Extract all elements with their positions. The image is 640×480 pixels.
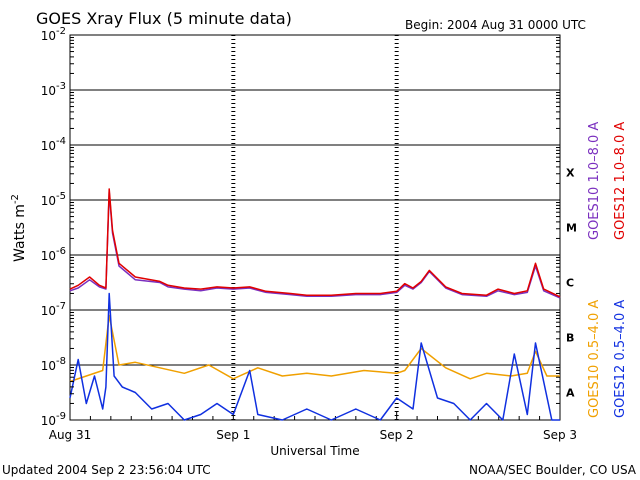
series-line	[69, 188, 561, 298]
y-tick-label: 10-5	[41, 191, 66, 208]
y-tick-label: 10-6	[41, 246, 66, 263]
series-line	[69, 292, 560, 421]
flare-class-label: B	[566, 332, 574, 345]
chart-title: GOES Xray Flux (5 minute data)	[36, 9, 292, 28]
series-layer	[69, 188, 561, 421]
y-axis-label-group: Watts m-2	[10, 194, 28, 262]
x-axis-label: Universal Time	[270, 444, 359, 458]
y-tick-label: 10-8	[41, 356, 66, 373]
y-tick-label: 10-4	[41, 136, 66, 153]
y-tick-label: 10-3	[41, 81, 66, 98]
legend-entry: GOES12 1.0–8.0 A	[613, 122, 628, 240]
legend-entry: GOES10 1.0–8.0 A	[587, 122, 602, 240]
source-credit: NOAA/SEC Boulder, CO USA	[469, 463, 637, 477]
y-axis-label-text: Watts m	[12, 204, 28, 262]
legend-label: GOES12 1.0–8.0 A	[613, 122, 628, 240]
legend-entry: GOES12 0.5–4.0 A	[613, 300, 628, 418]
legend-entry: GOES10 0.5–4.0 A	[587, 300, 602, 418]
x-tick-label: Sep 3	[543, 428, 577, 442]
x-tick-label: Aug 31	[49, 428, 92, 442]
flare-class-label: M	[566, 222, 577, 235]
y-tick-label: 10-7	[41, 301, 66, 318]
plot-frame	[69, 34, 561, 421]
y-axis-label: Watts m-2	[10, 194, 28, 262]
legend-label: GOES10 0.5–4.0 A	[587, 300, 602, 418]
legend: GOES10 1.0–8.0 A GOES12 1.0–8.0 A GOES10 0…	[587, 122, 628, 418]
series-line	[69, 191, 561, 299]
updated-timestamp: Updated 2004 Sep 2 23:56:04 UTC	[2, 463, 211, 477]
flare-class-label: C	[566, 277, 574, 290]
x-tick-labels: Aug 31 Sep 1 Sep 2 Sep 3	[49, 428, 577, 442]
gridlines	[70, 89, 560, 366]
flare-class-label: A	[566, 387, 575, 400]
legend-label: GOES10 1.0–8.0 A	[587, 122, 602, 240]
plot-area	[69, 34, 561, 421]
y-tick-label: 10-9	[41, 411, 66, 428]
flare-class-labels: X M C B A	[566, 167, 577, 400]
y-axis-label-exponent: -2	[10, 194, 21, 204]
legend-label: GOES12 0.5–4.0 A	[613, 300, 628, 418]
flare-class-label: X	[566, 167, 575, 180]
y-tick-label: 10-2	[41, 26, 66, 43]
begin-label: Begin: 2004 Aug 31 0000 UTC	[405, 18, 586, 32]
x-tick-label: Sep 2	[380, 428, 414, 442]
day-tick-marks	[69, 35, 561, 420]
y-tick-labels: 10-2 10-3 10-4 10-5 10-6 10-7 10-8 10-9	[41, 26, 560, 428]
x-tick-label: Sep 1	[216, 428, 250, 442]
series-line	[69, 314, 560, 383]
